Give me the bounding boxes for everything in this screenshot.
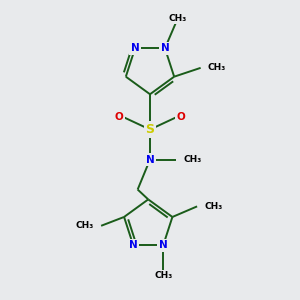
Text: N: N: [131, 43, 140, 53]
Text: CH₃: CH₃: [204, 202, 222, 211]
Text: CH₃: CH₃: [168, 14, 186, 23]
Text: CH₃: CH₃: [184, 155, 202, 164]
Text: O: O: [115, 112, 124, 122]
Text: S: S: [146, 123, 154, 136]
Text: CH₃: CH₃: [208, 63, 226, 72]
Text: N: N: [146, 154, 154, 164]
Text: N: N: [129, 240, 138, 250]
Text: N: N: [159, 240, 167, 250]
Text: CH₃: CH₃: [154, 271, 172, 280]
Text: N: N: [160, 43, 169, 53]
Text: O: O: [176, 112, 185, 122]
Text: CH₃: CH₃: [76, 221, 94, 230]
